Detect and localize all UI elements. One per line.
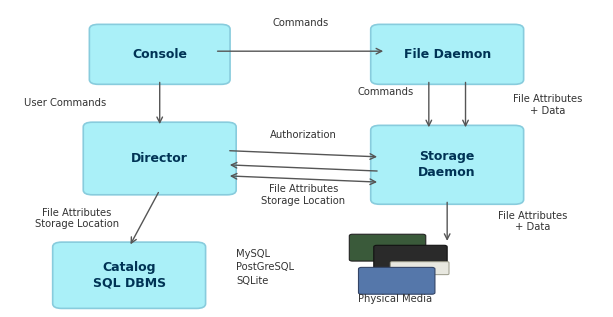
FancyBboxPatch shape (390, 262, 449, 275)
Text: File Attributes
+ Data: File Attributes + Data (514, 94, 583, 116)
FancyBboxPatch shape (371, 125, 524, 204)
Text: File Daemon: File Daemon (403, 48, 491, 61)
FancyBboxPatch shape (374, 245, 447, 272)
Text: File Attributes
Storage Location: File Attributes Storage Location (35, 208, 119, 229)
FancyBboxPatch shape (53, 242, 205, 308)
Text: Console: Console (132, 48, 187, 61)
FancyBboxPatch shape (371, 24, 524, 84)
Text: Commands: Commands (358, 87, 414, 97)
FancyBboxPatch shape (89, 24, 230, 84)
FancyBboxPatch shape (349, 234, 426, 261)
Text: User Commands: User Commands (24, 98, 106, 108)
Text: Catalog
SQL DBMS: Catalog SQL DBMS (93, 261, 166, 290)
Text: Authorization: Authorization (270, 130, 337, 140)
Text: Commands: Commands (272, 18, 329, 28)
FancyBboxPatch shape (83, 122, 236, 195)
Text: Physical Media: Physical Media (358, 294, 432, 304)
Text: Director: Director (131, 152, 188, 165)
Text: Storage
Daemon: Storage Daemon (418, 150, 476, 179)
FancyBboxPatch shape (359, 267, 435, 294)
Text: File Attributes
+ Data: File Attributes + Data (498, 211, 568, 232)
Text: MySQL
PostGreSQL
SQLite: MySQL PostGreSQL SQLite (236, 249, 294, 286)
Text: File Attributes
Storage Location: File Attributes Storage Location (261, 184, 346, 206)
